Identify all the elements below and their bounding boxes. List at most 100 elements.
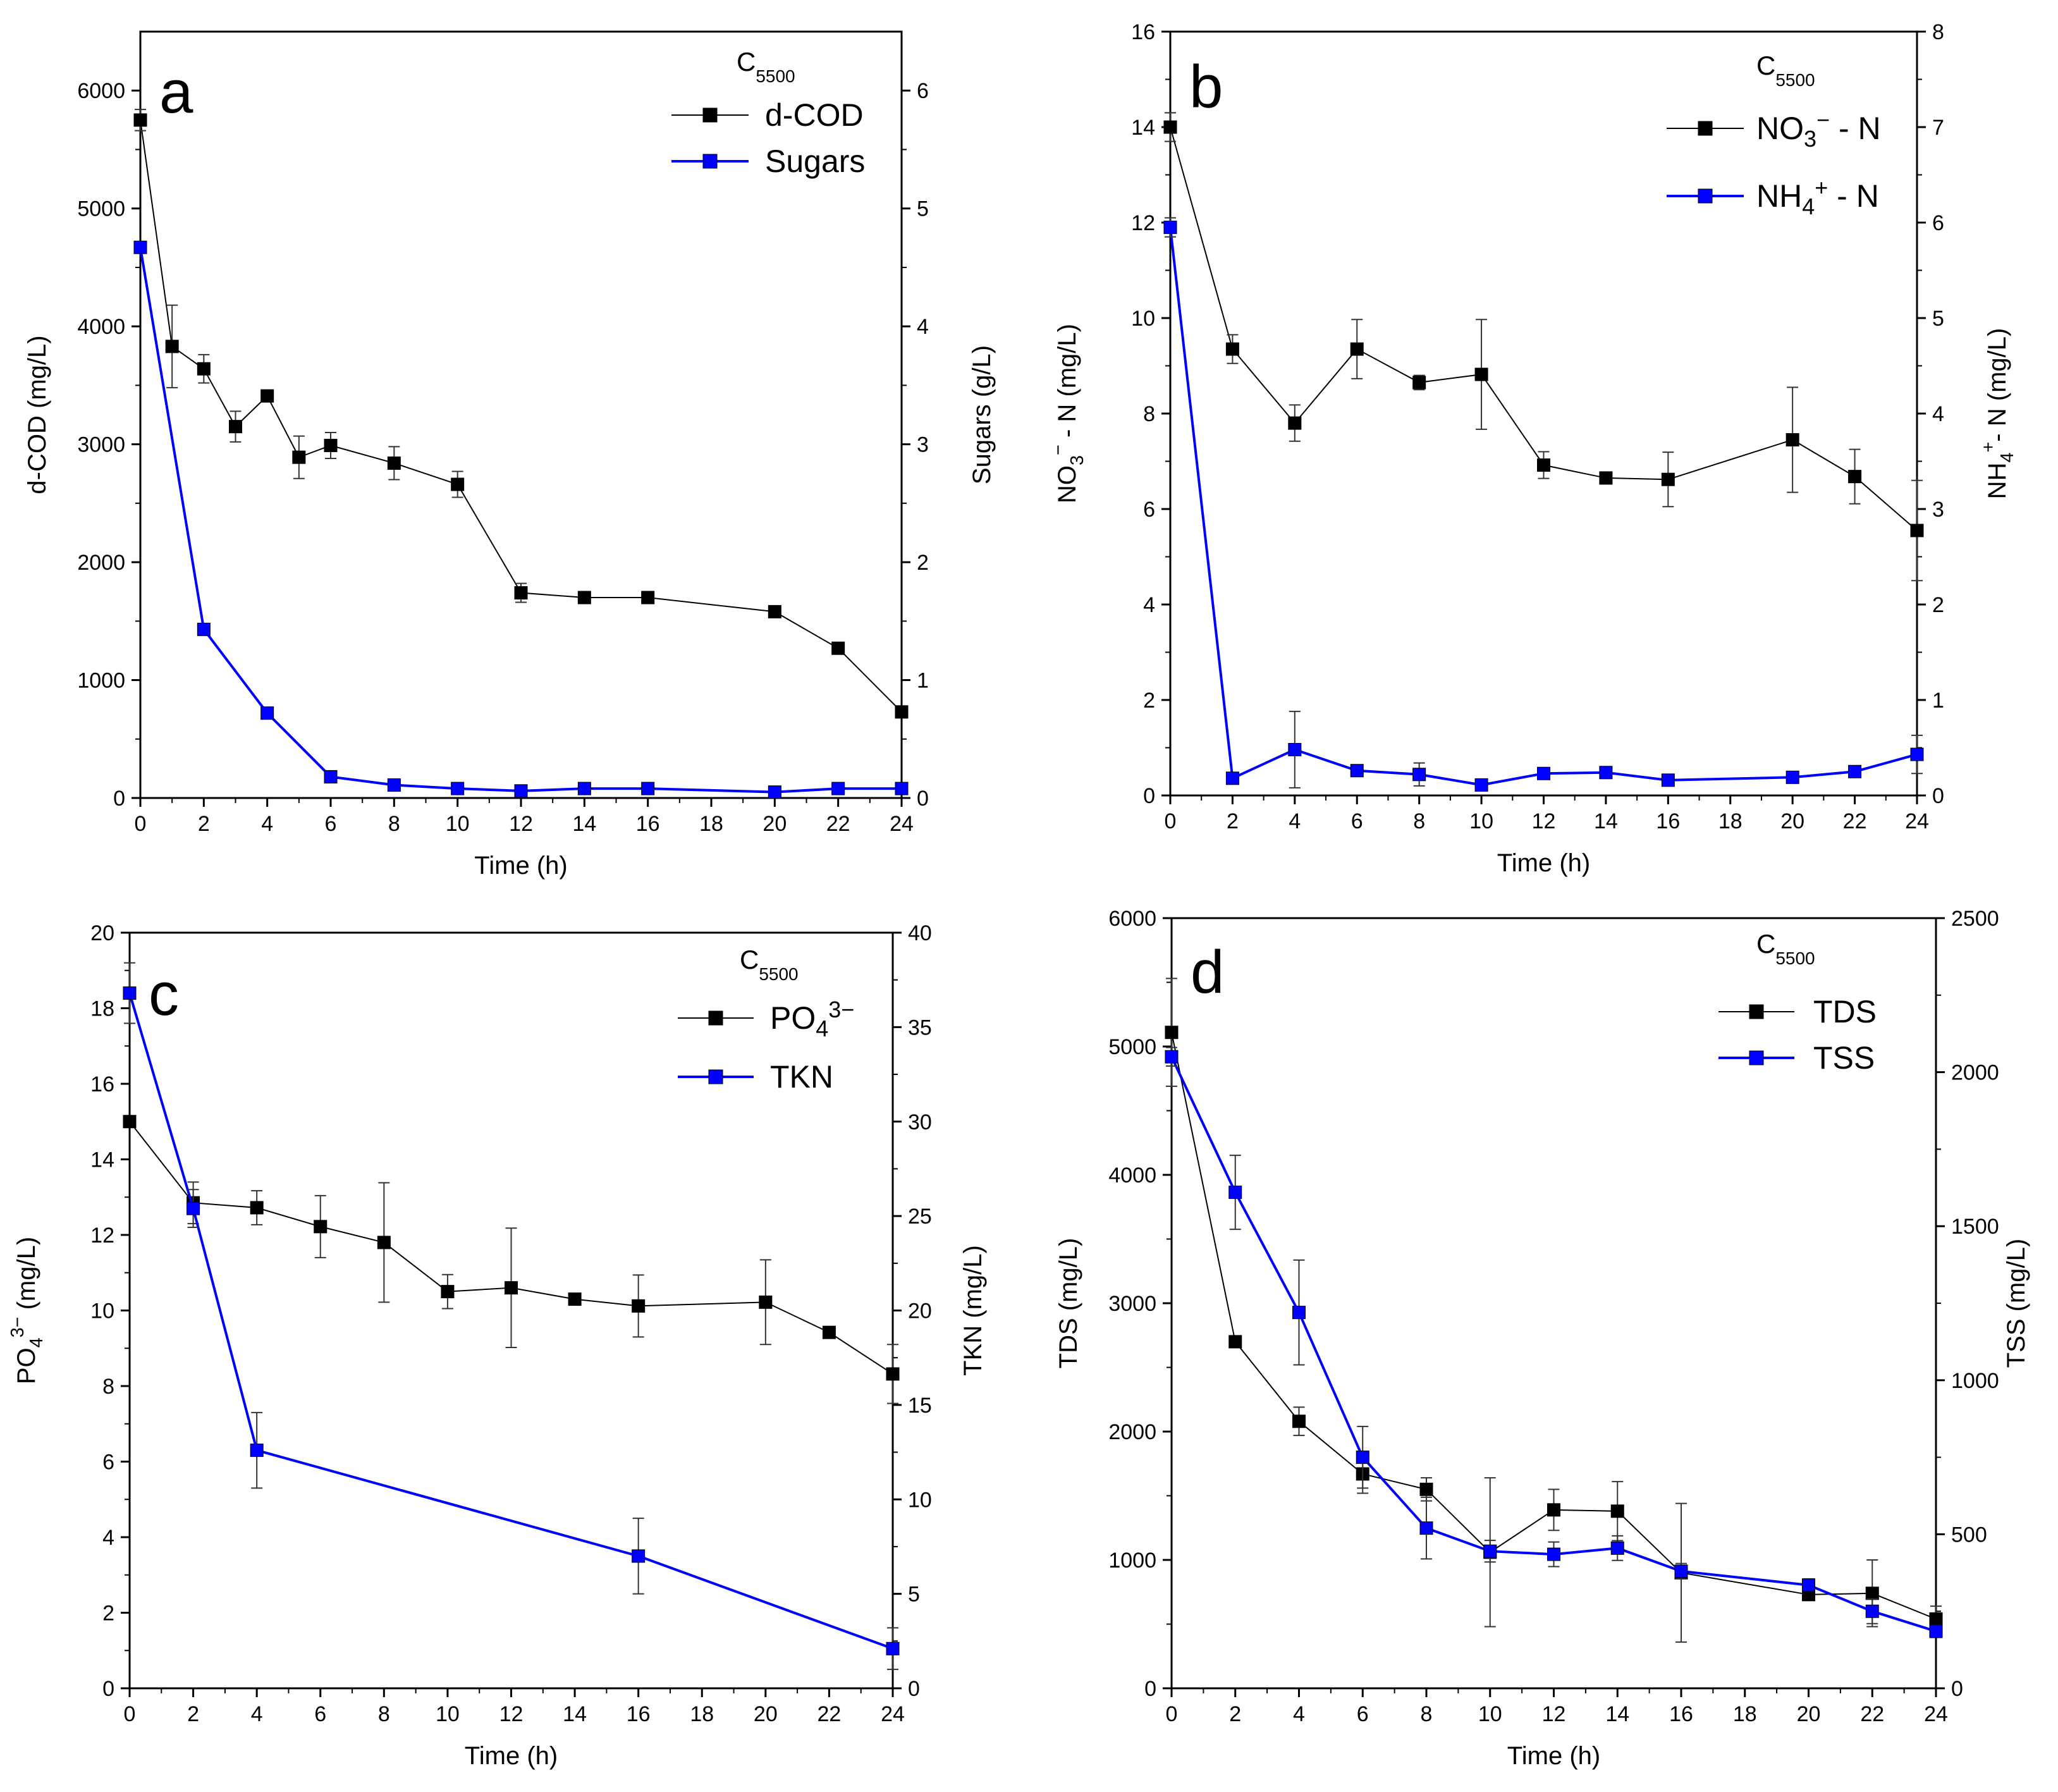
legend-sample-label: C5500 bbox=[1756, 51, 1815, 90]
data-point bbox=[505, 1281, 518, 1295]
x-tick-label: 24 bbox=[881, 1702, 905, 1726]
x-tick-label: 12 bbox=[1532, 809, 1556, 833]
data-point bbox=[1802, 1578, 1815, 1592]
data-point bbox=[895, 705, 909, 719]
data-point bbox=[1785, 770, 1799, 784]
x-tick-label: 14 bbox=[1594, 809, 1618, 833]
data-point bbox=[1165, 1026, 1179, 1040]
y-right-tick-label: 3 bbox=[1932, 498, 1944, 522]
x-tick-label: 10 bbox=[1469, 809, 1493, 833]
data-point bbox=[577, 782, 591, 795]
y-right-tick-label: 2500 bbox=[1951, 907, 1999, 931]
data-point bbox=[1228, 1186, 1242, 1200]
data-point bbox=[1929, 1624, 1943, 1638]
series-nh4-n bbox=[1163, 217, 1924, 792]
x-tick-label: 8 bbox=[1421, 1702, 1433, 1726]
x-tick-label: 6 bbox=[325, 812, 337, 836]
y-left-axis-title-main: NO bbox=[1053, 465, 1081, 503]
data-point bbox=[1599, 766, 1613, 780]
data-point bbox=[133, 240, 147, 254]
series-line bbox=[1170, 1056, 1937, 1633]
x-tick-label: 10 bbox=[1478, 1702, 1502, 1726]
data-point bbox=[1547, 1503, 1560, 1517]
x-tick-label: 24 bbox=[1924, 1702, 1948, 1726]
y-left-axis-title-sub: 4 bbox=[27, 1337, 47, 1347]
data-point bbox=[641, 782, 655, 795]
data-point bbox=[822, 1325, 836, 1339]
series-sugars bbox=[133, 240, 909, 799]
legend-sample-label: C5500 bbox=[740, 945, 799, 984]
data-point bbox=[1228, 1335, 1242, 1349]
y-left-tick-label: 1000 bbox=[77, 669, 125, 693]
sample-main: C bbox=[1756, 51, 1775, 80]
x-tick-label: 16 bbox=[1656, 809, 1680, 833]
data-point bbox=[1292, 1415, 1306, 1428]
x-tick-label: 22 bbox=[1860, 1702, 1884, 1726]
y-right-tick-label: 2 bbox=[1932, 593, 1944, 617]
series-line bbox=[129, 1121, 893, 1375]
x-tick-label: 0 bbox=[1166, 1702, 1178, 1726]
x-tick-label: 14 bbox=[1605, 1702, 1629, 1726]
legend-label-sup: − bbox=[1816, 107, 1830, 133]
y-left-tick-label: 2000 bbox=[1108, 1420, 1156, 1444]
data-point bbox=[1163, 221, 1177, 235]
y-right-tick-label: 1500 bbox=[1951, 1215, 1999, 1239]
data-point bbox=[641, 591, 655, 604]
data-point bbox=[451, 477, 465, 491]
x-tick-label: 20 bbox=[1797, 1702, 1821, 1726]
legend-label: NO3− - N bbox=[1756, 107, 1881, 152]
legend-marker bbox=[708, 1010, 723, 1026]
series-line bbox=[1171, 1032, 1937, 1620]
data-point bbox=[768, 604, 781, 618]
panel-letter: c bbox=[149, 960, 179, 1028]
legend-sample-label: C5500 bbox=[1756, 929, 1815, 968]
y-right-axis-title-sub: 4 bbox=[1997, 453, 2018, 463]
x-tick-label: 8 bbox=[1413, 809, 1425, 833]
data-point bbox=[123, 1115, 137, 1129]
legend-marker bbox=[1749, 1050, 1764, 1065]
data-point bbox=[387, 456, 401, 470]
data-point bbox=[1419, 1521, 1433, 1535]
sample-sub: 5500 bbox=[759, 964, 798, 984]
legend-label-main: NH bbox=[1756, 178, 1802, 214]
data-point bbox=[1547, 1547, 1560, 1561]
data-point bbox=[1674, 1564, 1688, 1578]
data-point bbox=[187, 1201, 200, 1215]
legend-marker bbox=[1698, 121, 1713, 136]
data-point bbox=[387, 778, 401, 792]
y-left-tick-label: 4000 bbox=[77, 315, 125, 339]
x-tick-label: 2 bbox=[187, 1702, 199, 1726]
y-right-tick-label: 6 bbox=[917, 79, 929, 103]
x-tick-label: 8 bbox=[388, 812, 400, 836]
data-point bbox=[568, 1292, 582, 1306]
y-right-tick-label: 4 bbox=[1932, 402, 1944, 426]
y-right-tick-label: 5 bbox=[917, 197, 929, 221]
data-point bbox=[1910, 747, 1924, 761]
y-left-tick-label: 6000 bbox=[77, 79, 125, 103]
y-left-tick-label: 0 bbox=[1144, 1677, 1156, 1701]
panel-letter: d bbox=[1191, 938, 1224, 1006]
data-point bbox=[1288, 743, 1302, 757]
legend-label: Sugars bbox=[765, 144, 865, 179]
x-tick-label: 18 bbox=[1718, 809, 1743, 833]
legend: C5500 d-COD Sugars bbox=[671, 47, 865, 179]
x-tick-label: 6 bbox=[314, 1702, 326, 1726]
panel-letter: b bbox=[1189, 53, 1223, 121]
y-left-axis-title: NO3− - N (mg/L) bbox=[1048, 324, 1087, 503]
data-point bbox=[1288, 416, 1302, 430]
x-tick-label: 10 bbox=[436, 1702, 460, 1726]
x-tick-label: 14 bbox=[572, 812, 596, 836]
x-tick-label: 12 bbox=[499, 1702, 524, 1726]
y-left-axis-title-sup: 3− bbox=[8, 1317, 28, 1338]
y-right-axis-title: TSS (mg/L) bbox=[2002, 1239, 2030, 1368]
x-tick-label: 18 bbox=[699, 812, 723, 836]
y-right-tick-label: 3 bbox=[917, 433, 929, 457]
y-right-tick-label: 20 bbox=[908, 1299, 932, 1323]
legend-label-sup: 3− bbox=[828, 997, 854, 1022]
y-right-tick-label: 10 bbox=[908, 1488, 932, 1512]
y-right-tick-label: 1 bbox=[1932, 689, 1944, 713]
sample-sub: 5500 bbox=[1775, 70, 1815, 90]
